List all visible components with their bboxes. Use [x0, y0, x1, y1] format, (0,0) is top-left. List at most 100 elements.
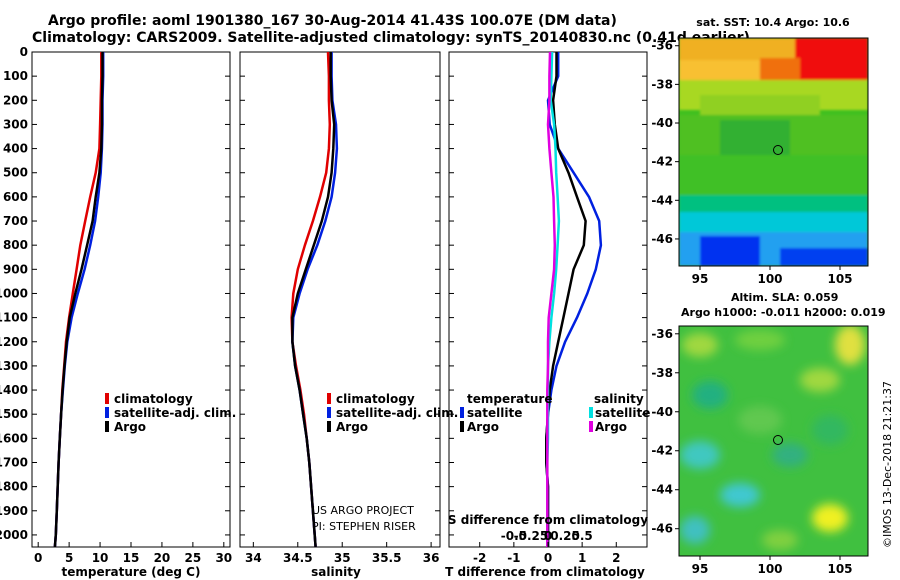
- legend-climatology: climatology: [114, 392, 193, 406]
- y-tick-label: 800: [3, 238, 28, 252]
- legend-sal-satellite: satellite: [595, 406, 650, 420]
- legend-salinity-heading: salinity: [594, 392, 644, 406]
- legend-swatch-temp-satellite: [460, 407, 464, 418]
- y-tick-label: 300: [3, 117, 28, 131]
- y-tick-label: 1100: [0, 311, 28, 325]
- x-ticks: 0 5 10 15 20 25 30 34 34.5 35 35.5 36 -2 -1 0 1 2 -0.5-0.…: [34, 529, 620, 565]
- argo-location-marker: [773, 435, 783, 445]
- sst-map: [679, 38, 868, 266]
- x-tick-label: -1: [507, 551, 520, 565]
- map-y-tick-label: -42: [651, 444, 673, 458]
- y-tick-label: 1200: [0, 335, 28, 349]
- sla-map: [679, 326, 868, 556]
- x-tick-label: 2: [612, 551, 620, 565]
- x-tick-label: 0: [544, 551, 552, 565]
- map-y-tick-label: -38: [651, 366, 673, 380]
- map-y-tick-label: -44: [651, 483, 673, 497]
- y-tick-label: 1600: [0, 431, 28, 445]
- sla-map-axes: -36 -38 -40 -42 -44 -46 95 100 105: [651, 327, 852, 576]
- series-line-argo: [53, 52, 104, 547]
- map-y-tick-label: -40: [651, 116, 673, 130]
- title-line-1: Argo profile: aoml 1901380_167 30-Aug-20…: [48, 13, 617, 29]
- map-y-tick-label: -38: [651, 77, 673, 91]
- temperature-legend: climatology satellite-adj. clim. Argo: [105, 392, 236, 434]
- y-tick-label: 900: [3, 262, 28, 276]
- legend-sal-argo: Argo: [595, 420, 627, 434]
- legend-swatch-sal-argo: [589, 421, 593, 432]
- y-tick-label: 500: [3, 166, 28, 180]
- series-line-argo: [291, 52, 336, 547]
- y-tick-label: 1900: [0, 504, 28, 518]
- s-diff-tick-label: 0.5: [572, 529, 593, 543]
- sla-map-subtitle: Argo h1000: -0.011 h2000: 0.019: [681, 306, 886, 319]
- x-tick-label: 15: [123, 551, 140, 565]
- temperature-axis-label: temperature (deg C): [62, 565, 201, 579]
- y-tick-label: 200: [3, 93, 28, 107]
- legend-swatch-climatology: [105, 393, 109, 404]
- difference-legend: temperature salinity satellite Argo sate…: [460, 392, 650, 434]
- sst-map-title: sat. SST: 10.4 Argo: 10.6: [696, 16, 850, 29]
- map-y-tick-label: -40: [651, 405, 673, 419]
- salinity-legend: climatology satellite-adj. clim. Argo: [327, 392, 458, 434]
- y-tick-label: 1500: [0, 407, 28, 421]
- map-y-tick-label: -44: [651, 193, 673, 207]
- y-tick-label: 1800: [0, 480, 28, 494]
- salinity-series: [290, 52, 339, 547]
- x-tick-label: 5: [65, 551, 73, 565]
- sst-map-axes: -36 -38 -40 -42 -44 -46 95 100 105: [651, 39, 852, 286]
- y-tick-label: 0: [20, 45, 28, 59]
- y-tick-label: 2000: [0, 528, 28, 542]
- map-x-tick-label: 100: [757, 562, 782, 576]
- legend-swatch-sal-satellite: [589, 407, 593, 418]
- legend-satellite: satellite-adj. clim.: [336, 406, 458, 420]
- map-y-tick-label: -46: [651, 232, 673, 246]
- map-x-tick-label: 105: [827, 562, 852, 576]
- series-line-salinity-argo: [546, 52, 557, 547]
- pressure-axis: 0 100 200 300 400 500 600 700 800 900 1000 1100 1200…: [0, 45, 647, 542]
- x-tick-label: 20: [154, 551, 171, 565]
- map-x-tick-label: 100: [757, 272, 782, 286]
- y-tick-label: 700: [3, 214, 28, 228]
- x-tick-label: -2: [473, 551, 486, 565]
- salinity-axis-label: salinity: [311, 565, 361, 579]
- map-x-tick-label: 105: [827, 272, 852, 286]
- s-difference-label: S difference from climatology: [448, 513, 648, 527]
- s-diff-tick-label: 0: [544, 529, 552, 543]
- s-diff-tick-label: -0.5: [501, 529, 527, 543]
- credit-project: US ARGO PROJECT: [312, 504, 414, 517]
- sla-map-title: Altim. SLA: 0.059: [731, 291, 838, 304]
- t-difference-axis-label: T difference from climatology: [445, 565, 645, 579]
- legend-swatch-argo: [105, 421, 109, 432]
- legend-temperature-heading: temperature: [467, 392, 552, 406]
- salinity-panel: [239, 51, 441, 548]
- map-y-tick-label: -46: [651, 522, 673, 536]
- s-diff-tick-label: 0.25: [550, 529, 580, 543]
- x-tick-label: 34.5: [283, 551, 313, 565]
- x-tick-label: 1: [578, 551, 586, 565]
- x-tick-label: 36: [423, 551, 440, 565]
- y-tick-label: 1300: [0, 359, 28, 373]
- temperature-series: [53, 52, 105, 547]
- credit-pi: PI: STEPHEN RISER: [312, 520, 416, 533]
- legend-swatch-climatology: [327, 393, 331, 404]
- legend-climatology: climatology: [336, 392, 415, 406]
- legend-temp-satellite: satellite: [467, 406, 522, 420]
- map-x-tick-label: 95: [692, 562, 709, 576]
- x-tick-label: 35: [334, 551, 351, 565]
- map-x-tick-label: 95: [692, 272, 709, 286]
- map-y-tick-label: -36: [651, 327, 673, 341]
- legend-swatch-satellite: [105, 407, 109, 418]
- legend-argo: Argo: [114, 420, 146, 434]
- difference-series: [545, 52, 603, 547]
- map-y-tick-label: -42: [651, 155, 673, 169]
- argo-location-marker: [773, 145, 783, 155]
- map-y-tick-label: -36: [651, 39, 673, 53]
- y-tick-label: 100: [3, 69, 28, 83]
- x-tick-label: 34: [245, 551, 262, 565]
- x-tick-label: 35.5: [372, 551, 402, 565]
- temperature-panel: [31, 51, 231, 548]
- y-tick-label: 400: [3, 142, 28, 156]
- y-tick-label: 600: [3, 190, 28, 204]
- legend-argo: Argo: [336, 420, 368, 434]
